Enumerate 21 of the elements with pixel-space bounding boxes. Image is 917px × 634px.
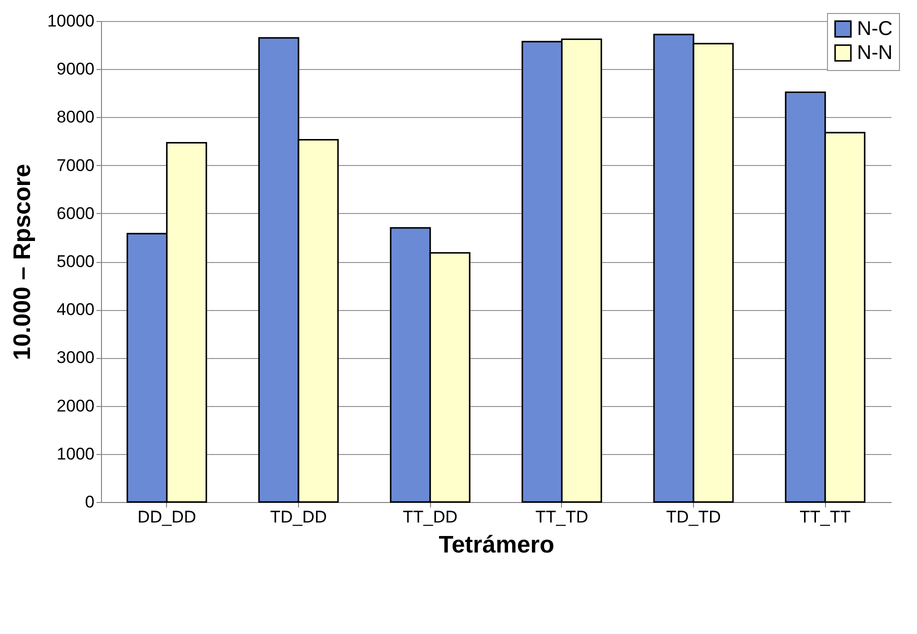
x-axis-title: Tetrámero [438, 532, 554, 558]
y-tick-label: 6000 [56, 204, 94, 223]
y-tick-label: 1000 [56, 444, 94, 464]
y-tick-label: 8000 [56, 108, 94, 127]
legend-label: N-N [857, 42, 893, 64]
x-tick-label: TD_DD [270, 508, 327, 526]
y-tick-label: 2000 [56, 396, 94, 416]
x-tick-label: DD_DD [138, 508, 196, 526]
y-axis-title: 10.000 – Rpscore [9, 164, 36, 360]
x-tick-label: TT_TD [535, 508, 588, 526]
y-tick-label: 5000 [56, 252, 94, 271]
y-tick-label: 0 [85, 492, 94, 512]
x-tick-label: TT_DD [402, 508, 458, 526]
y-tick-label: 10000 [47, 12, 94, 30]
y-tick-label: 9000 [56, 60, 94, 79]
y-tick-label: 4000 [56, 300, 94, 320]
legend-label: N-C [857, 18, 893, 40]
y-tick-label: 3000 [56, 348, 94, 368]
x-tick-label: TD_TD [666, 508, 721, 526]
x-tick-label: TT_TT [800, 508, 851, 526]
y-tick-label: 7000 [56, 156, 94, 175]
